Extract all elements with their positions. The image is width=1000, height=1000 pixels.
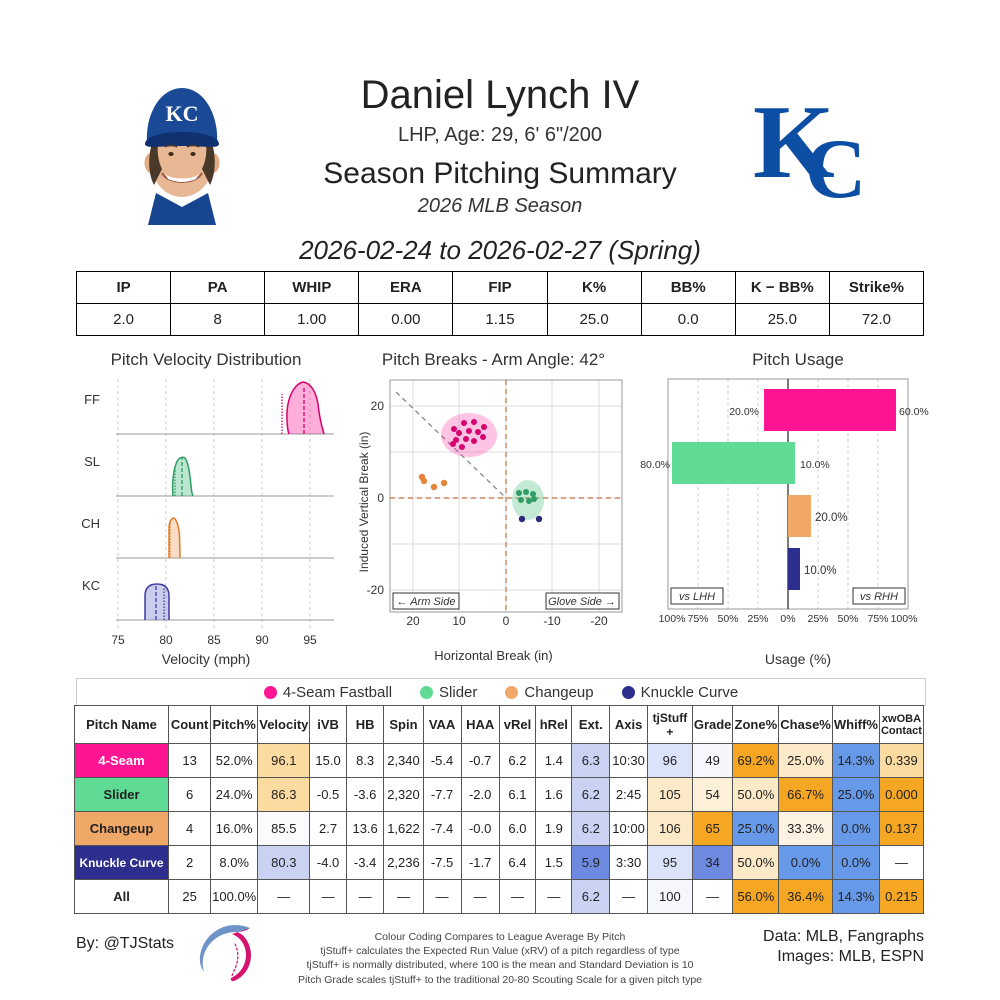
svg-text:vs LHH: vs LHH: [679, 591, 715, 603]
svg-text:SL: SL: [84, 454, 100, 469]
svg-text:90: 90: [255, 633, 269, 647]
svg-text:100%: 100%: [659, 613, 686, 625]
svg-text:50%: 50%: [717, 613, 738, 625]
svg-text:C: C: [805, 122, 866, 216]
svg-text:80.0%: 80.0%: [640, 459, 670, 471]
svg-text:KC: KC: [82, 578, 100, 593]
svg-text:10: 10: [452, 614, 466, 628]
svg-text:100%: 100%: [891, 613, 918, 625]
svg-text:25%: 25%: [807, 613, 828, 625]
svg-text:10.0%: 10.0%: [804, 565, 837, 577]
svg-text:20.0%: 20.0%: [815, 512, 848, 524]
svg-text:0: 0: [503, 614, 510, 628]
svg-text:← Arm Side: ← Arm Side: [397, 596, 456, 608]
svg-text:0%: 0%: [780, 613, 795, 625]
svg-text:-10: -10: [543, 614, 561, 628]
svg-text:0: 0: [377, 491, 384, 505]
svg-text:FF: FF: [84, 392, 100, 407]
svg-text:20: 20: [371, 399, 385, 413]
svg-text:25%: 25%: [747, 613, 768, 625]
svg-text:20: 20: [406, 614, 420, 628]
svg-text:75%: 75%: [867, 613, 888, 625]
svg-text:75: 75: [111, 633, 125, 647]
svg-text:80: 80: [159, 633, 173, 647]
svg-text:-20: -20: [590, 614, 608, 628]
svg-text:Glove Side →: Glove Side →: [548, 596, 616, 608]
svg-text:Induced Vertical Break (in): Induced Vertical Break (in): [357, 432, 371, 573]
svg-text:20.0%: 20.0%: [729, 406, 759, 418]
svg-text:60.0%: 60.0%: [899, 406, 929, 418]
svg-text:85: 85: [207, 633, 221, 647]
svg-text:50%: 50%: [837, 613, 858, 625]
svg-text:CH: CH: [81, 516, 100, 531]
svg-text:95: 95: [303, 633, 317, 647]
svg-text:vs RHH: vs RHH: [860, 591, 898, 603]
svg-text:10.0%: 10.0%: [800, 459, 830, 471]
svg-text:-20: -20: [367, 583, 385, 597]
svg-text:75%: 75%: [687, 613, 708, 625]
